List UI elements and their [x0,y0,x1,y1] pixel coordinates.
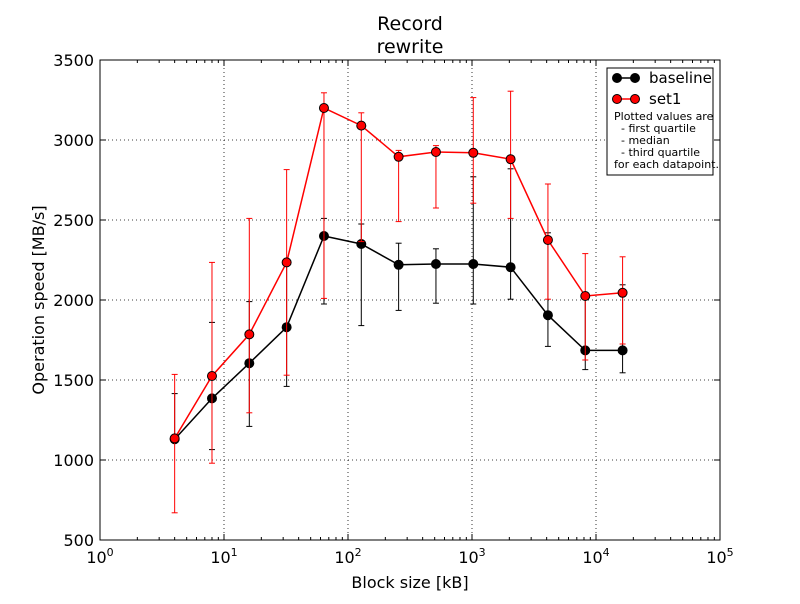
set1-point [244,329,255,340]
set1-point [318,103,329,113]
legend-baseline-marker-right [630,73,640,83]
set1-point [430,147,441,157]
legend: baseline set1 Plotted values are - first… [606,67,719,176]
set1-point [542,235,553,245]
legend-box [606,67,714,176]
legend-note-line-2: - first quartile [614,122,696,135]
y-tick-label: 3000 [53,131,94,150]
baseline-point [430,259,441,269]
axis-ticks: 100 101 102 103 104 1055001000150020002500300… [53,51,733,567]
y-axis-label: Operation speed [MB/s] [29,205,48,394]
baseline-point [617,345,628,356]
chart-title-line-1: Record [377,13,443,35]
y-tick-label: 3500 [53,51,94,70]
legend-note-line-5: for each datapoint. [614,158,719,171]
series-layer [169,90,628,514]
legend-set1-marker-right [630,94,640,104]
legend-set1-label: set1 [649,90,681,108]
y-tick-label: 2000 [53,291,94,310]
x-axis-label: Block size [kB] [351,573,468,592]
baseline-point [468,259,479,269]
legend-note-line-3: - median [614,134,670,147]
legend-baseline-marker-left [612,73,622,83]
set1-point [169,433,180,444]
legend-note-line-4: - third quartile [614,146,700,159]
set1-point [356,120,367,131]
set1-point [617,287,628,298]
set1-point [393,151,404,162]
y-tick-label: 500 [63,531,94,550]
set1-point [206,371,217,381]
set1-point [505,154,516,165]
set1-point [281,257,292,268]
y-tick-label: 1000 [53,451,94,470]
set1-point [580,291,591,301]
y-tick-label: 1500 [53,371,94,390]
chart-title-line-2: rewrite [377,36,444,58]
set1-point [468,147,479,158]
baseline-point [393,259,404,270]
series-set1 [169,90,628,514]
baseline-point [505,262,516,273]
legend-set1-marker-left [612,94,622,104]
legend-baseline-label: baseline [649,69,712,87]
baseline-point [542,310,553,321]
legend-note-line-1: Plotted values are [614,110,714,123]
y-tick-label: 2500 [53,211,94,230]
